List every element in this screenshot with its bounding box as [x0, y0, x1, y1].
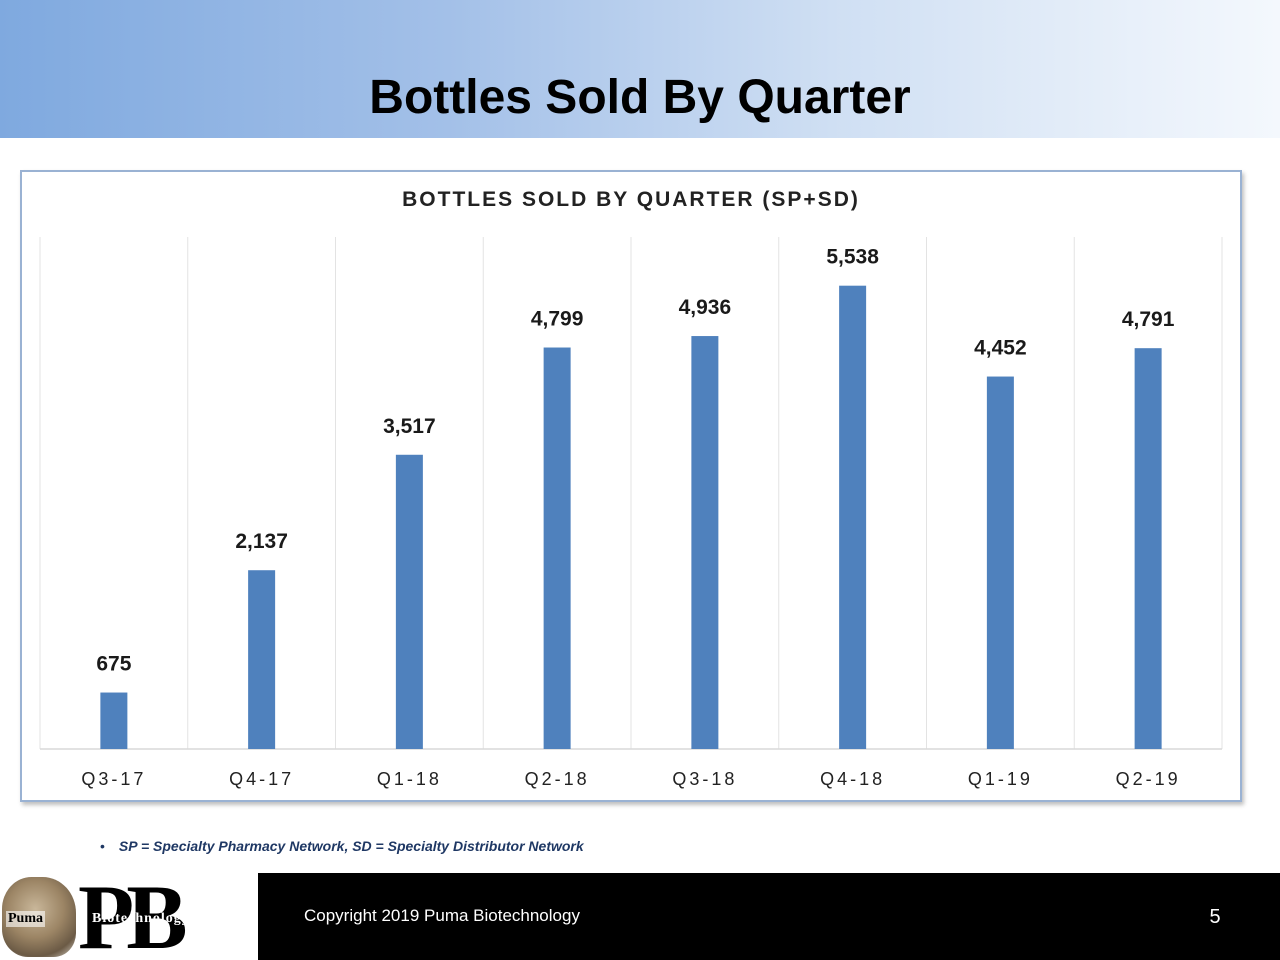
logo-word-puma: Puma — [6, 911, 45, 927]
page-number: 5 — [1209, 906, 1221, 928]
bullet-icon: • — [100, 838, 105, 854]
slide-title: Bottles Sold By Quarter — [369, 71, 911, 124]
footnote: • SP = Specialty Pharmacy Network, SD = S… — [100, 838, 584, 854]
copyright-text: Copyright 2019 Puma Biotechnology — [304, 906, 580, 925]
title-banner — [0, 0, 1280, 138]
logo-word-biotechnology: Biotechnology — [92, 911, 190, 926]
logo-letters: PB — [78, 873, 188, 960]
company-logo: PB Puma Biotechnology — [0, 873, 258, 960]
footnote-text: SP = Specialty Pharmacy Network, SD = Sp… — [118, 838, 584, 854]
chart-title: BOTTLES SOLD BY QUARTER (SP+SD) — [402, 188, 860, 211]
chart-frame — [20, 170, 1242, 802]
